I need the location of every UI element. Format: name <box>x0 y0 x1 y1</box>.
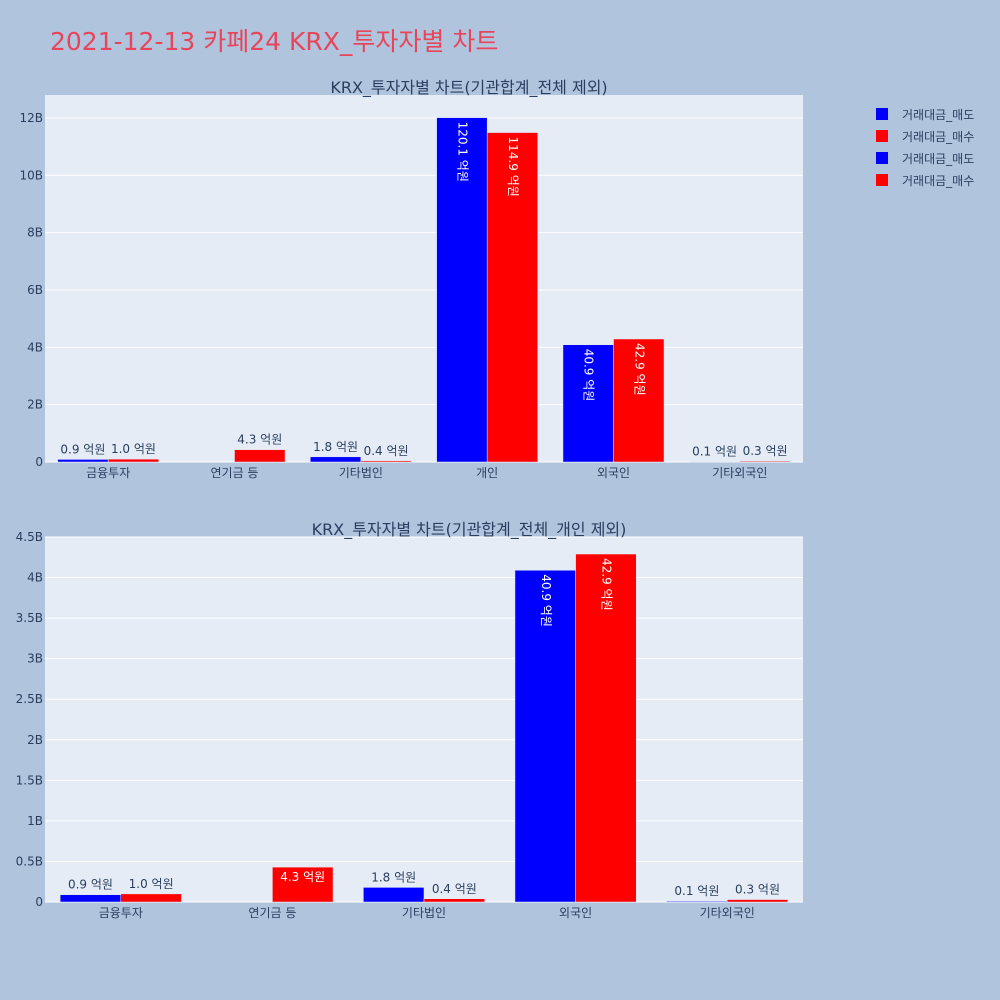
bar-buy <box>486 132 538 463</box>
y-tick-label: 3B <box>27 652 43 666</box>
y-tick-label: 4B <box>27 571 43 585</box>
y-tick-label: 10B <box>19 168 43 182</box>
bar-value-label: 1.0 억원 <box>129 877 174 891</box>
chart-title: KRX_투자자별 차트(기관합계_전체 제외) <box>330 78 607 98</box>
bar-value-label: 0.4 억원 <box>432 882 477 896</box>
bar-value-label: 114.9 억원 <box>506 137 520 197</box>
legend-label[interactable]: 거래대금_매도 <box>902 152 974 166</box>
x-tick-label: 기타법인 <box>339 466 383 480</box>
bar-sell <box>514 570 576 903</box>
y-tick-label: 4.5B <box>16 530 43 544</box>
legend-label[interactable]: 거래대금_매수 <box>902 174 974 188</box>
page-title: 2021-12-13 카페24 KRX_투자자별 차트 <box>50 27 499 56</box>
x-tick-label: 기타외국인 <box>700 906 755 920</box>
bar-value-label: 40.9 억원 <box>539 574 553 627</box>
bar-buy <box>234 449 286 463</box>
x-tick-label: 개인 <box>476 466 498 480</box>
plot-area <box>45 537 803 902</box>
y-tick-label: 0 <box>35 455 43 469</box>
bar-value-label: 42.9 억원 <box>599 558 613 611</box>
y-tick-label: 2B <box>27 398 43 412</box>
chart-2: 0 0.5B 1B 1.5B 2B 2.5B 3B 3.5B 4B 4.5B KRX_투자자별 차트… <box>16 520 803 920</box>
bar-value-label: 42.9 억원 <box>632 343 646 396</box>
bar-sell <box>436 117 488 463</box>
bar-buy <box>360 460 412 463</box>
legend-swatch[interactable] <box>876 174 888 186</box>
chart-title: KRX_투자자별 차트(기관합계_전체_개인 제외) <box>312 520 627 540</box>
y-tick-label: 4B <box>27 340 43 354</box>
bar-sell <box>57 459 109 463</box>
bar-sell <box>363 887 425 903</box>
legend-label[interactable]: 거래대금_매도 <box>902 108 974 122</box>
bar-value-label: 1.8 억원 <box>313 440 358 454</box>
bar-value-label: 0.4 억원 <box>364 444 409 458</box>
y-tick-label: 0.5B <box>16 854 43 868</box>
bar-buy <box>726 899 789 903</box>
bar-value-label: 4.3 억원 <box>280 870 325 884</box>
y-tick-label: 2.5B <box>16 692 43 706</box>
x-tick-label: 연기금 등 <box>211 466 259 480</box>
y-tick-label: 6B <box>27 283 43 297</box>
bar-buy <box>575 553 637 903</box>
bar-buy <box>613 338 665 463</box>
bar-buy <box>423 898 485 903</box>
bar-value-label: 1.8 억원 <box>371 870 416 884</box>
bar-value-label: 1.0 억원 <box>111 442 156 456</box>
bar-buy <box>107 458 159 463</box>
x-tick-label: 금융투자 <box>86 466 130 480</box>
y-tick-label: 1B <box>27 814 43 828</box>
y-tick-label: 12B <box>19 111 43 125</box>
x-tick-label: 외국인 <box>559 906 592 920</box>
y-tick-label: 3.5B <box>16 611 43 625</box>
x-tick-label: 기타외국인 <box>712 466 767 480</box>
bar-value-label: 0.3 억원 <box>735 883 780 897</box>
x-tick-label: 금융투자 <box>99 906 143 920</box>
chart-1: 0 2B 4B 6B 8B 10B 12B KRX_투자자별 차트(기관합계_전체 제외) 금융… <box>19 78 803 480</box>
bar-value-label: 120.1 억원 <box>455 122 469 182</box>
bar-value-label: 0.1 억원 <box>674 884 719 898</box>
bar-sell <box>310 456 362 463</box>
bar-value-label: 0.1 억원 <box>692 445 737 459</box>
x-tick-label: 연기금 등 <box>248 906 296 920</box>
legend-label[interactable]: 거래대금_매수 <box>902 130 974 144</box>
bar-buy <box>739 460 791 463</box>
y-tick-label: 8B <box>27 226 43 240</box>
x-tick-label: 외국인 <box>597 466 630 480</box>
bar-buy <box>120 893 182 903</box>
y-tick-label: 1.5B <box>16 773 43 787</box>
bar-sell <box>562 344 614 463</box>
bar-value-label: 4.3 억원 <box>237 433 282 447</box>
legend-swatch[interactable] <box>876 108 888 120</box>
bar-value-label: 40.9 억원 <box>582 349 596 402</box>
legend-swatch[interactable] <box>876 130 888 142</box>
x-tick-label: 기타법인 <box>402 906 446 920</box>
bar-sell <box>666 900 728 903</box>
bar-value-label: 0.3 억원 <box>743 444 788 458</box>
plot-area <box>45 95 803 462</box>
bar-sell <box>59 894 122 903</box>
bar-value-label: 0.9 억원 <box>60 442 105 456</box>
legend-swatch[interactable] <box>876 152 888 164</box>
y-tick-label: 2B <box>27 733 43 747</box>
bar-buy <box>272 866 334 903</box>
y-tick-label: 0 <box>35 895 43 909</box>
bar-value-label: 0.9 억원 <box>68 878 113 892</box>
